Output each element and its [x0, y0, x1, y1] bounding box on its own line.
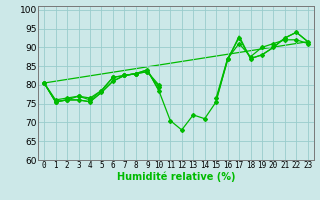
X-axis label: Humidité relative (%): Humidité relative (%)	[117, 172, 235, 182]
